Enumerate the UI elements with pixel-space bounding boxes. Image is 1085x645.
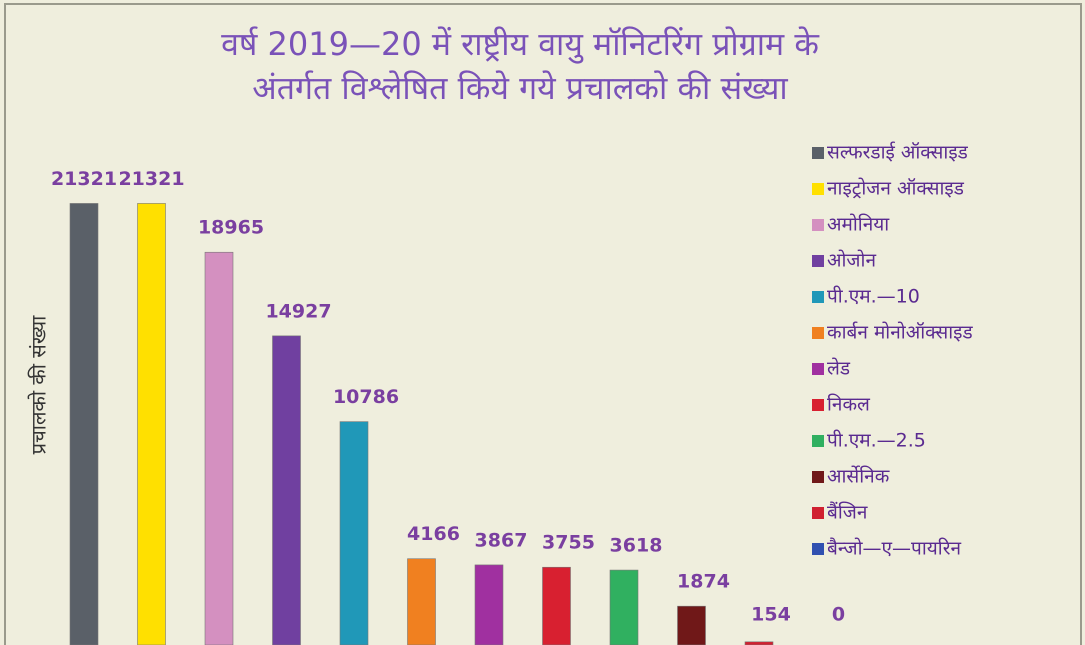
legend-label: पी.एम.—10 bbox=[827, 285, 920, 308]
bar bbox=[204, 251, 234, 645]
value-label: 10786 bbox=[333, 386, 399, 408]
bar bbox=[272, 335, 301, 645]
legend-swatch bbox=[812, 327, 824, 339]
legend-swatch bbox=[812, 255, 824, 267]
value-label: 1874 bbox=[677, 571, 730, 593]
bar bbox=[69, 203, 99, 645]
bar bbox=[339, 421, 369, 645]
value-label: 18965 bbox=[198, 217, 264, 239]
legend-label: निकल bbox=[827, 393, 871, 416]
chart-title: वर्ष 2019—20 में राष्ट्रीय वायु मॉनिटरिं… bbox=[221, 25, 820, 64]
legend-swatch bbox=[812, 363, 824, 375]
value-label: 4166 bbox=[407, 523, 460, 545]
value-label: 3867 bbox=[475, 529, 528, 551]
legend-label: पी.एम.—2.5 bbox=[827, 429, 926, 452]
legend-swatch bbox=[812, 507, 824, 519]
legend-label: आर्सेनिक bbox=[827, 465, 890, 488]
bar bbox=[744, 641, 774, 645]
bar bbox=[137, 203, 166, 645]
legend-label: नाइट्रोजन ऑक्साइड bbox=[827, 177, 965, 200]
legend-swatch bbox=[812, 291, 824, 303]
legend-label: सल्फरडाई ऑक्साइड bbox=[827, 141, 969, 164]
legend-label: ओजोन bbox=[827, 249, 876, 272]
bar bbox=[474, 564, 504, 645]
frame bbox=[4, 3, 1082, 645]
value-label: 21321 bbox=[51, 168, 117, 190]
legend-swatch bbox=[812, 399, 824, 411]
value-label: 0 bbox=[832, 604, 845, 626]
legend-label: बैन्जो—ए—पायरिन bbox=[827, 537, 961, 560]
bar bbox=[407, 558, 436, 645]
legend-swatch bbox=[812, 435, 824, 447]
legend-swatch bbox=[812, 147, 824, 159]
value-label: 21321 bbox=[118, 168, 184, 190]
legend-label: लेड bbox=[827, 357, 851, 380]
legend-swatch bbox=[812, 471, 824, 483]
y-axis-label: प्रचालको की संख्या bbox=[27, 315, 51, 454]
legend-label: अमोनिया bbox=[827, 213, 890, 236]
bar bbox=[542, 566, 571, 645]
legend-swatch bbox=[812, 219, 824, 231]
value-label: 3618 bbox=[610, 535, 663, 557]
legend-label: बैंजिन bbox=[827, 501, 868, 524]
chart-title: अंतर्गत विश्लेषित किये गये प्रचालको की स… bbox=[252, 69, 788, 107]
legend-label: कार्बन मोनोऑक्साइड bbox=[827, 321, 973, 344]
value-label: 14927 bbox=[265, 300, 331, 322]
value-label: 3755 bbox=[542, 532, 595, 554]
legend-swatch bbox=[812, 543, 824, 555]
legend-swatch bbox=[812, 183, 824, 195]
bar bbox=[677, 605, 706, 645]
bar bbox=[609, 569, 639, 645]
value-label: 154 bbox=[751, 604, 791, 626]
